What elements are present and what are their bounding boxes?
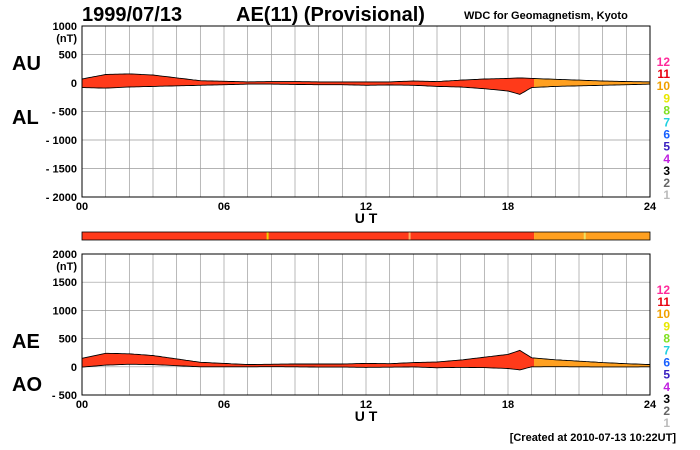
version-legend-label: 8 — [663, 331, 670, 345]
status-bar-mark — [266, 232, 269, 240]
version-legend-label: 3 — [663, 164, 670, 178]
y-tick-label: 500 — [59, 50, 77, 62]
x-tick-label: 00 — [76, 399, 88, 411]
x-axis-label: U T — [355, 210, 378, 226]
x-tick-label: 00 — [76, 201, 88, 213]
index-label-lower: AO — [12, 374, 42, 396]
status-bar-segment — [82, 232, 535, 240]
plot-frame — [81, 25, 651, 198]
version-legend-label: 4 — [663, 152, 670, 166]
x-tick-label: 18 — [502, 201, 514, 213]
version-legend-label: 9 — [663, 91, 670, 105]
y-tick-label: 1000 — [53, 305, 77, 317]
version-legend-label: 10 — [657, 307, 671, 321]
version-legend-label: 6 — [663, 128, 670, 142]
version-legend-label: 4 — [663, 380, 670, 394]
version-legend-label: 6 — [663, 356, 670, 370]
index-label-upper: AE — [12, 331, 40, 353]
y-tick-label: - 500 — [52, 107, 77, 119]
version-legend-label: 11 — [657, 295, 670, 309]
index-label-upper: AU — [12, 53, 41, 75]
y-tick-label: 0 — [71, 362, 77, 374]
y-tick-label: 1000 — [53, 21, 77, 33]
chart-date: 1999/07/13 — [82, 4, 183, 26]
version-legend-label: 3 — [663, 392, 670, 406]
y-tick-label: - 2000 — [46, 192, 77, 204]
x-tick-label: 24 — [644, 399, 657, 411]
x-tick-label: 18 — [502, 399, 514, 411]
chart-title: AE(11) (Provisional) — [236, 4, 425, 26]
version-legend-label: 9 — [663, 319, 670, 333]
status-bar-mark — [408, 232, 411, 240]
status-bar-frame — [81, 231, 651, 241]
version-legend-label: 1 — [663, 416, 670, 430]
x-tick-label: 06 — [218, 201, 230, 213]
area-fill-orange — [534, 78, 650, 88]
y-tick-label: - 500 — [52, 390, 77, 402]
y-tick-label: 0 — [71, 78, 77, 90]
x-tick-label: 24 — [644, 201, 657, 213]
series-line-au — [81, 73, 651, 83]
x-tick-label: 12 — [360, 201, 372, 213]
version-legend-label: 2 — [663, 404, 670, 418]
y-tick-label: - 1500 — [46, 164, 77, 176]
y-unit-label: (nT) — [56, 33, 77, 45]
data-source: WDC for Geomagnetism, Kyoto — [464, 10, 628, 22]
version-legend-label: 8 — [663, 103, 670, 117]
plot-frame — [81, 253, 651, 396]
version-legend-label: 1 — [663, 188, 670, 202]
y-tick-label: 500 — [59, 334, 77, 346]
y-tick-label: 2000 — [53, 249, 77, 261]
version-legend-label: 7 — [663, 116, 670, 130]
y-unit-label: (nT) — [56, 261, 77, 273]
version-legend-label: 11 — [657, 67, 670, 81]
version-legend-label: 10 — [657, 79, 671, 93]
series-line-ao — [81, 363, 650, 371]
x-tick-label: 06 — [218, 399, 230, 411]
created-timestamp: [Created at 2010-07-13 10:22UT] — [509, 432, 676, 444]
series-line-ae — [81, 349, 650, 365]
status-bar-mark — [583, 232, 586, 240]
version-legend-label: 12 — [657, 55, 671, 69]
version-legend-label: 12 — [657, 283, 671, 297]
area-fill-red — [82, 350, 534, 370]
version-legend-label: 7 — [663, 344, 670, 358]
y-tick-label: 1500 — [53, 277, 77, 289]
index-label-lower: AL — [12, 107, 39, 129]
y-tick-label: - 1000 — [46, 135, 77, 147]
version-legend-label: 5 — [663, 368, 670, 382]
x-axis-label: U T — [355, 408, 378, 424]
version-legend-label: 5 — [663, 140, 670, 154]
status-bar-segment — [534, 232, 650, 240]
version-legend-label: 2 — [663, 176, 670, 190]
series-line-al — [82, 83, 651, 95]
x-tick-label: 12 — [360, 399, 372, 411]
